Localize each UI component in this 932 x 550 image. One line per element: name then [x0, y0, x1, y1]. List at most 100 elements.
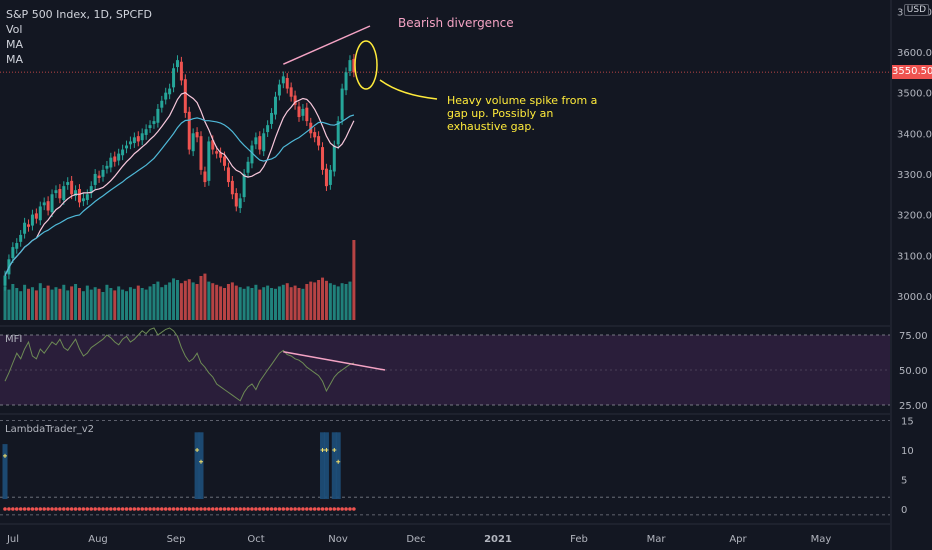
volume-bar [301, 288, 305, 320]
candle-body [101, 169, 105, 177]
candle-body [223, 156, 227, 166]
lambda-zero-dot [109, 507, 113, 511]
gap-note-line-2[interactable]: gap up. Possibly an [447, 107, 554, 120]
volume-bar [97, 288, 101, 320]
lambda-zero-dot [46, 507, 50, 511]
lambda-zero-dot [50, 507, 54, 511]
ma-legend-fast[interactable]: MA [6, 38, 24, 51]
volume-bar [89, 289, 93, 320]
volume-bar [348, 281, 352, 320]
candle-body [352, 58, 356, 73]
lambda-tick-label: 0 [901, 505, 907, 516]
volume-bar [262, 287, 266, 320]
lambda-tick-label: 5 [901, 476, 907, 487]
volume-bar [15, 288, 19, 320]
lambda-zero-dot [344, 507, 348, 511]
candle-body [89, 186, 93, 194]
price-tick-label: 3100.00 [897, 251, 932, 262]
candle-body [203, 171, 207, 183]
volume-bar [199, 276, 203, 320]
lambda-zero-dot [230, 507, 235, 511]
gap-note-line-1[interactable]: Heavy volume spike from a [447, 94, 598, 107]
volume-bar [70, 286, 74, 320]
candle-body [234, 193, 238, 207]
candle-body [262, 133, 266, 152]
lambda-zero-dot [242, 507, 246, 511]
lambda-zero-dot [65, 507, 70, 511]
lambda-zero-dot [175, 507, 180, 511]
volume-bar [187, 279, 191, 320]
ma-legend-slow[interactable]: MA [6, 53, 24, 66]
volume-bar [132, 288, 136, 320]
moving-average-line [4, 114, 355, 276]
volume-bar [62, 284, 66, 320]
volume-bar [238, 287, 242, 320]
vol-legend[interactable]: Vol [6, 23, 23, 36]
lambda-zero-dot [156, 507, 160, 511]
volume-bar [230, 282, 234, 320]
candle-body [58, 188, 62, 199]
volume-bar [332, 284, 336, 320]
lambda-zero-dot [93, 507, 97, 511]
volume-bar [42, 288, 46, 320]
volume-bar [309, 281, 313, 320]
candle-body [105, 165, 109, 169]
candle-body [15, 243, 19, 249]
candle-body [152, 121, 156, 124]
lambda-zero-dot [305, 507, 309, 511]
volume-bar [223, 288, 227, 320]
currency-badge[interactable]: USD [903, 4, 929, 16]
candle-body [277, 84, 281, 96]
volume-bar [172, 278, 176, 320]
candle-body [144, 129, 148, 135]
candle-body [207, 141, 211, 181]
lambda-zero-dot [203, 507, 207, 511]
volume-bar [203, 273, 207, 320]
volume-bar [258, 289, 262, 320]
candle-body [156, 108, 160, 123]
lambda-spike [335, 432, 341, 499]
lambda-pane-label[interactable]: LambdaTrader_v2 [5, 424, 95, 435]
lambda-zero-dot [332, 507, 337, 511]
candle-body [340, 88, 344, 120]
lambda-zero-dot [105, 507, 109, 511]
lambda-zero-dot [62, 507, 66, 511]
mfi-line [4, 327, 355, 402]
lambda-zero-dot [120, 507, 125, 511]
lambda-zero-dot [308, 507, 313, 511]
price-tick-label: 3200.00 [897, 211, 932, 222]
candle-body [250, 145, 254, 164]
volume-bar [140, 288, 144, 320]
lambda-tick-label: 15 [901, 417, 914, 428]
lambda-zero-dot [116, 507, 121, 511]
lambda-zero-dot [69, 507, 74, 511]
candle-body [27, 224, 31, 227]
lambda-zero-dot [152, 507, 156, 511]
divergence-annotation[interactable]: Bearish divergence [398, 16, 514, 30]
volume-bar [93, 287, 97, 320]
candle-body [332, 145, 336, 172]
volume-bar [34, 290, 38, 320]
lambda-zero-dot [199, 507, 203, 511]
mfi-pane-label[interactable]: MFI [5, 334, 23, 345]
lambda-zero-dot [3, 507, 7, 511]
volume-bar [128, 287, 132, 320]
mfi-divergence-trendline [283, 351, 386, 371]
volume-bar [175, 280, 179, 320]
candle-body [172, 68, 176, 88]
gap-note-line-3[interactable]: exhaustive gap. [447, 120, 535, 133]
lambda-zero-dot [26, 507, 31, 511]
candle-body [301, 108, 305, 116]
candle-body [128, 141, 132, 145]
candle-body [38, 206, 42, 221]
volume-bar [125, 291, 129, 320]
lambda-zero-dot [144, 507, 148, 511]
symbol-legend[interactable]: S&P 500 Index, 1D, SPCFD [6, 8, 153, 21]
lambda-zero-dot [316, 507, 321, 511]
volume-bar [344, 284, 348, 320]
lambda-spike [194, 432, 200, 499]
candle-body [148, 125, 152, 129]
lambda-zero-dot [234, 507, 239, 511]
volume-bar [277, 286, 281, 320]
